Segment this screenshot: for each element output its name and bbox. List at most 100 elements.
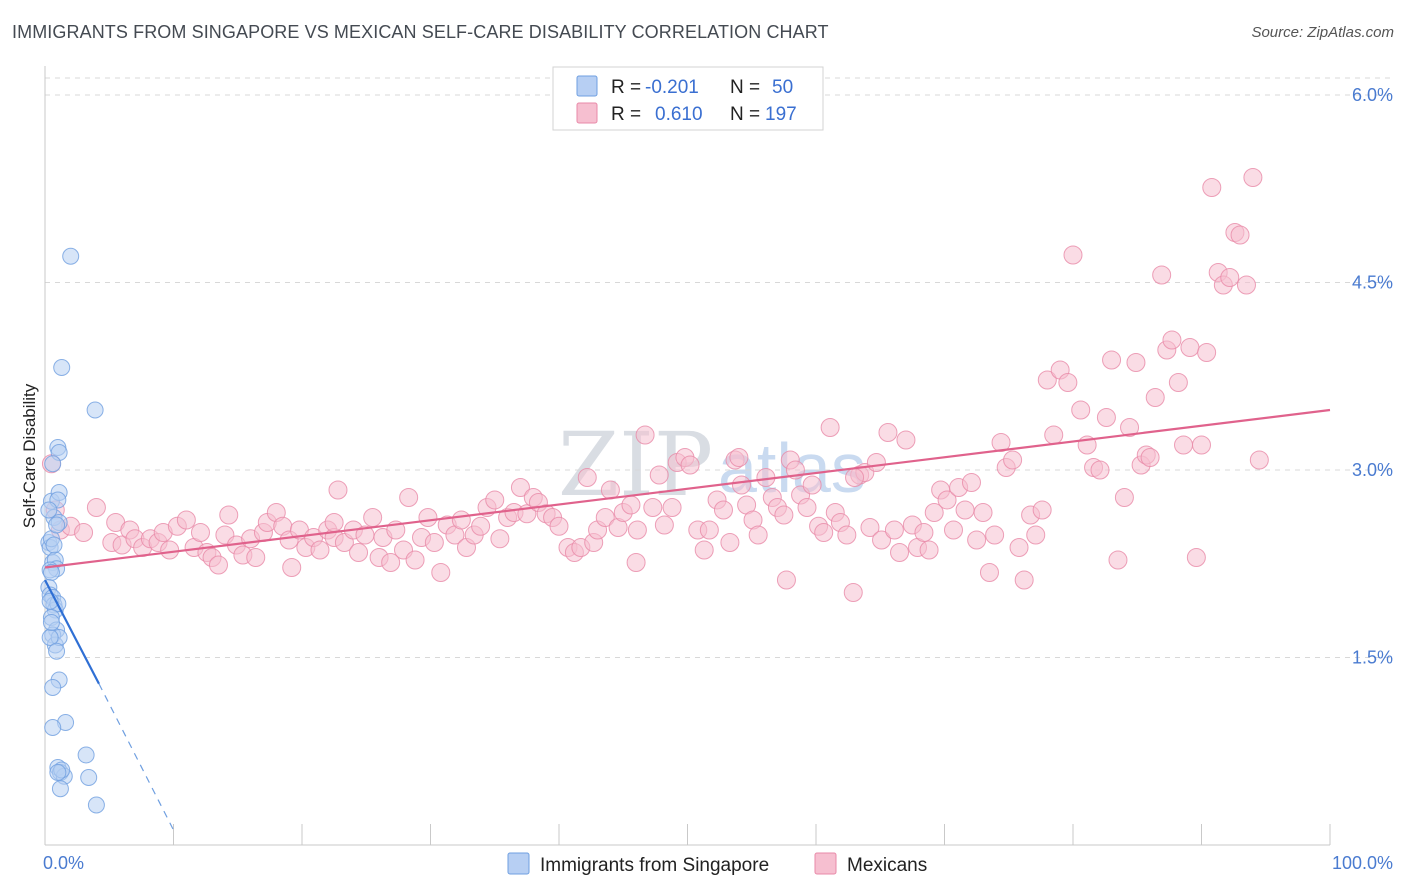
mexicans-point xyxy=(1236,275,1256,295)
singapore-point xyxy=(51,780,69,798)
mexicans-point xyxy=(866,453,886,472)
mexicans-point xyxy=(1096,408,1116,427)
mexicans-point xyxy=(991,433,1011,452)
tick-labels: 1.5% 3.0% 4.5% 6.0% 0.0% 100.0% xyxy=(43,85,1393,873)
mexicans-point xyxy=(837,525,857,545)
mexicans-point xyxy=(872,530,892,550)
singapore-point xyxy=(48,516,66,534)
y-axis-label: Self-Care Disability xyxy=(20,383,39,528)
legend-r-label-2: R = xyxy=(611,104,641,125)
mexicans-point xyxy=(896,430,916,450)
mexicans-point xyxy=(1202,178,1222,197)
mexicans-point xyxy=(176,510,196,530)
mexicans-point xyxy=(680,455,700,475)
x-tick-label: 100.0% xyxy=(1332,853,1393,873)
mexicans-point xyxy=(324,513,344,532)
mexicans-point xyxy=(1120,418,1140,437)
mexicans-point xyxy=(748,525,768,545)
mexicans-point xyxy=(349,543,369,562)
mexicans-point xyxy=(626,553,646,572)
mexicans-point xyxy=(1003,450,1023,470)
mexicans-point xyxy=(1145,388,1165,407)
legend-r-value-1: -0.201 xyxy=(645,77,699,98)
axes xyxy=(44,66,1331,846)
mexicans-point xyxy=(381,553,401,572)
mexicans-point xyxy=(471,516,491,536)
mexicans-point xyxy=(1108,550,1128,570)
mexicans-point xyxy=(699,520,719,540)
mexicans-point xyxy=(694,540,714,560)
bottom-legend-mexicans: Mexicans xyxy=(847,855,927,876)
mexicans-point xyxy=(485,490,505,510)
mexicans-point xyxy=(549,516,569,536)
mexicans-point xyxy=(1249,450,1269,470)
mexicans-point xyxy=(160,540,180,560)
mexicans-point xyxy=(820,418,840,437)
mexicans-point xyxy=(654,515,674,535)
singapore-point xyxy=(44,455,62,473)
y-tick-label: 1.5% xyxy=(1352,648,1393,668)
mexicans-point xyxy=(1140,448,1160,467)
mexicans-point xyxy=(399,488,419,507)
mexicans-point xyxy=(985,525,1005,545)
singapore-point xyxy=(77,746,95,764)
mexicans-point xyxy=(979,563,999,582)
mexicans-point xyxy=(1102,350,1122,370)
mexicans-point xyxy=(577,468,597,487)
stats-legend: R = -0.201 N = 50 R = 0.610 N = 197 xyxy=(552,66,824,131)
singapore-point xyxy=(49,764,67,781)
legend-swatch-mexicans xyxy=(576,102,598,124)
singapore-point xyxy=(86,401,104,419)
mexicans-point xyxy=(1220,268,1240,287)
mexicans-point xyxy=(86,498,106,517)
mexicans-point xyxy=(310,540,330,560)
legend-n-label-2: N = xyxy=(730,104,760,125)
chart-title: IMMIGRANTS FROM SINGAPORE VS MEXICAN SEL… xyxy=(12,22,829,42)
mexicans-point xyxy=(1032,500,1052,520)
singapore-point xyxy=(42,614,60,631)
x-tick-label: 0.0% xyxy=(43,853,84,873)
mexicans-point xyxy=(219,505,239,525)
mexicans-point xyxy=(635,425,655,445)
mexicans-point xyxy=(1162,330,1182,350)
mexicans-point xyxy=(662,498,682,517)
mexicans-point xyxy=(797,498,817,517)
mexicans-point xyxy=(208,555,228,575)
mexicans-point xyxy=(1058,373,1078,392)
mexicans-point xyxy=(1071,400,1091,420)
mexicans-point xyxy=(1090,460,1110,480)
mexicans-point xyxy=(418,508,438,527)
mexicans-point xyxy=(937,490,957,510)
legend-n-value-2: 197 xyxy=(765,104,797,125)
y-tick-label: 6.0% xyxy=(1352,85,1393,105)
mexicans-point xyxy=(774,505,794,525)
mexicans-point xyxy=(621,495,641,515)
mexicans-point xyxy=(246,548,266,567)
mexicans-point xyxy=(1044,425,1064,445)
mexicans-point xyxy=(510,478,530,497)
mexicans-point xyxy=(802,475,822,495)
series-legend: Immigrants from Singapore Mexicans xyxy=(507,852,927,876)
mexicans-point xyxy=(884,520,904,540)
mexicans-point xyxy=(776,570,796,590)
singapore-point xyxy=(45,536,63,554)
singapore-point xyxy=(62,247,80,265)
mexicans-point xyxy=(643,498,663,517)
mexicans-point xyxy=(720,533,740,552)
mexicans-point xyxy=(1180,338,1200,357)
legend-r-label-1: R = xyxy=(611,77,641,98)
mexicans-point xyxy=(814,523,834,542)
mexicans-point xyxy=(729,448,749,467)
mexicans-point xyxy=(955,500,975,520)
mexicans-point xyxy=(490,529,510,549)
mexicans-point xyxy=(843,583,863,602)
mexicans-point xyxy=(1168,373,1188,392)
singapore-point xyxy=(48,642,66,660)
bottom-legend-swatch-singapore xyxy=(507,852,530,875)
mexicans-point xyxy=(713,500,733,520)
mexicans-point xyxy=(1063,245,1083,265)
mexicans-point xyxy=(363,508,383,527)
mexicans-point xyxy=(943,520,963,540)
singapore-trend-extension xyxy=(98,683,175,831)
